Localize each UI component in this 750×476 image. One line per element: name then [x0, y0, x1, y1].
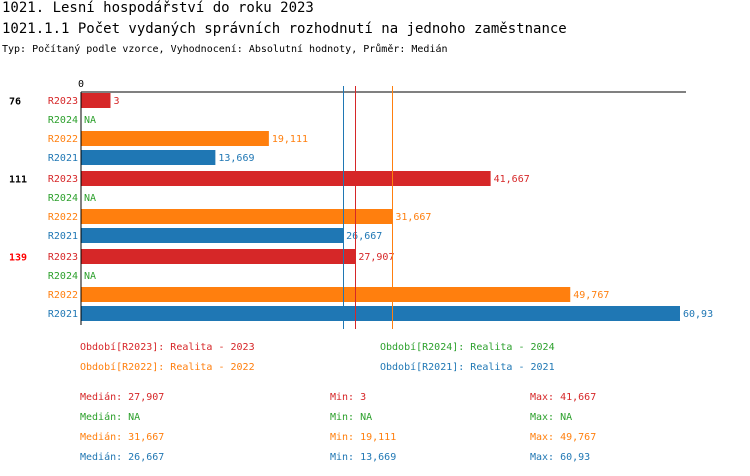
stat-max: Max: 49,767	[530, 432, 597, 443]
data-label: NA	[84, 115, 96, 126]
axis-zero-label: 0	[78, 79, 84, 90]
bar	[81, 171, 491, 186]
stat-median: Medián: 27,907	[80, 392, 165, 403]
data-label: 41,667	[494, 174, 530, 185]
data-label: NA	[84, 271, 96, 282]
legend-r2024: Období[R2024]: Realita - 2024	[380, 342, 555, 353]
stat-median: Medián: 31,667	[80, 432, 165, 443]
bar	[81, 150, 216, 165]
stat-median: Medián: 26,667	[80, 452, 165, 463]
bar	[81, 228, 344, 243]
group-label: 111	[9, 175, 27, 186]
series-label: R2023	[48, 96, 78, 107]
series-label: R2022	[48, 290, 78, 301]
bar	[81, 249, 356, 264]
data-label: 27,907	[358, 252, 394, 263]
series-label: R2021	[48, 309, 78, 320]
data-label: 19,111	[272, 134, 308, 145]
stat-min: Min: 19,111	[330, 432, 397, 443]
series-label: R2021	[48, 231, 78, 242]
stat-max: Max: NA	[530, 412, 573, 423]
series-label: R2022	[48, 212, 78, 223]
group-label: 76	[9, 97, 21, 108]
data-label: 49,767	[573, 290, 609, 301]
series-label: R2024	[48, 271, 78, 282]
series-label: R2023	[48, 174, 78, 185]
legend-r2021: Období[R2021]: Realita - 2021	[380, 362, 555, 373]
chart-title: 1021.1.1 Počet vydaných správních rozhod…	[2, 21, 567, 37]
series-label: R2023	[48, 252, 78, 263]
bar	[81, 287, 571, 302]
stat-max: Max: 41,667	[530, 392, 597, 403]
stat-min: Min: NA	[330, 412, 373, 423]
stat-median: Medián: NA	[80, 412, 141, 423]
bar	[81, 131, 269, 146]
page-title: 1021. Lesní hospodářství do roku 2023	[2, 0, 314, 16]
stat-min: Min: 13,669	[330, 452, 397, 463]
legend-r2022: Období[R2022]: Realita - 2022	[80, 362, 255, 373]
data-label: NA	[84, 193, 96, 204]
bar	[81, 93, 111, 108]
stat-min: Min: 3	[330, 392, 367, 403]
series-label: R2024	[48, 193, 78, 204]
data-label: 26,667	[346, 231, 382, 242]
chart-info: Typ: Počítaný podle vzorce, Vyhodnocení:…	[2, 44, 448, 55]
bar	[81, 209, 393, 224]
legend-r2023: Období[R2023]: Realita - 2023	[80, 342, 255, 353]
data-label: 13,669	[218, 153, 254, 164]
stat-max: Max: 60,93	[530, 452, 591, 463]
data-label: 31,667	[395, 212, 431, 223]
series-label: R2021	[48, 153, 78, 164]
data-label: 60,93	[683, 309, 713, 320]
series-label: R2024	[48, 115, 78, 126]
bar	[81, 306, 680, 321]
series-label: R2022	[48, 134, 78, 145]
group-label: 139	[9, 253, 27, 264]
data-label: 3	[113, 96, 119, 107]
